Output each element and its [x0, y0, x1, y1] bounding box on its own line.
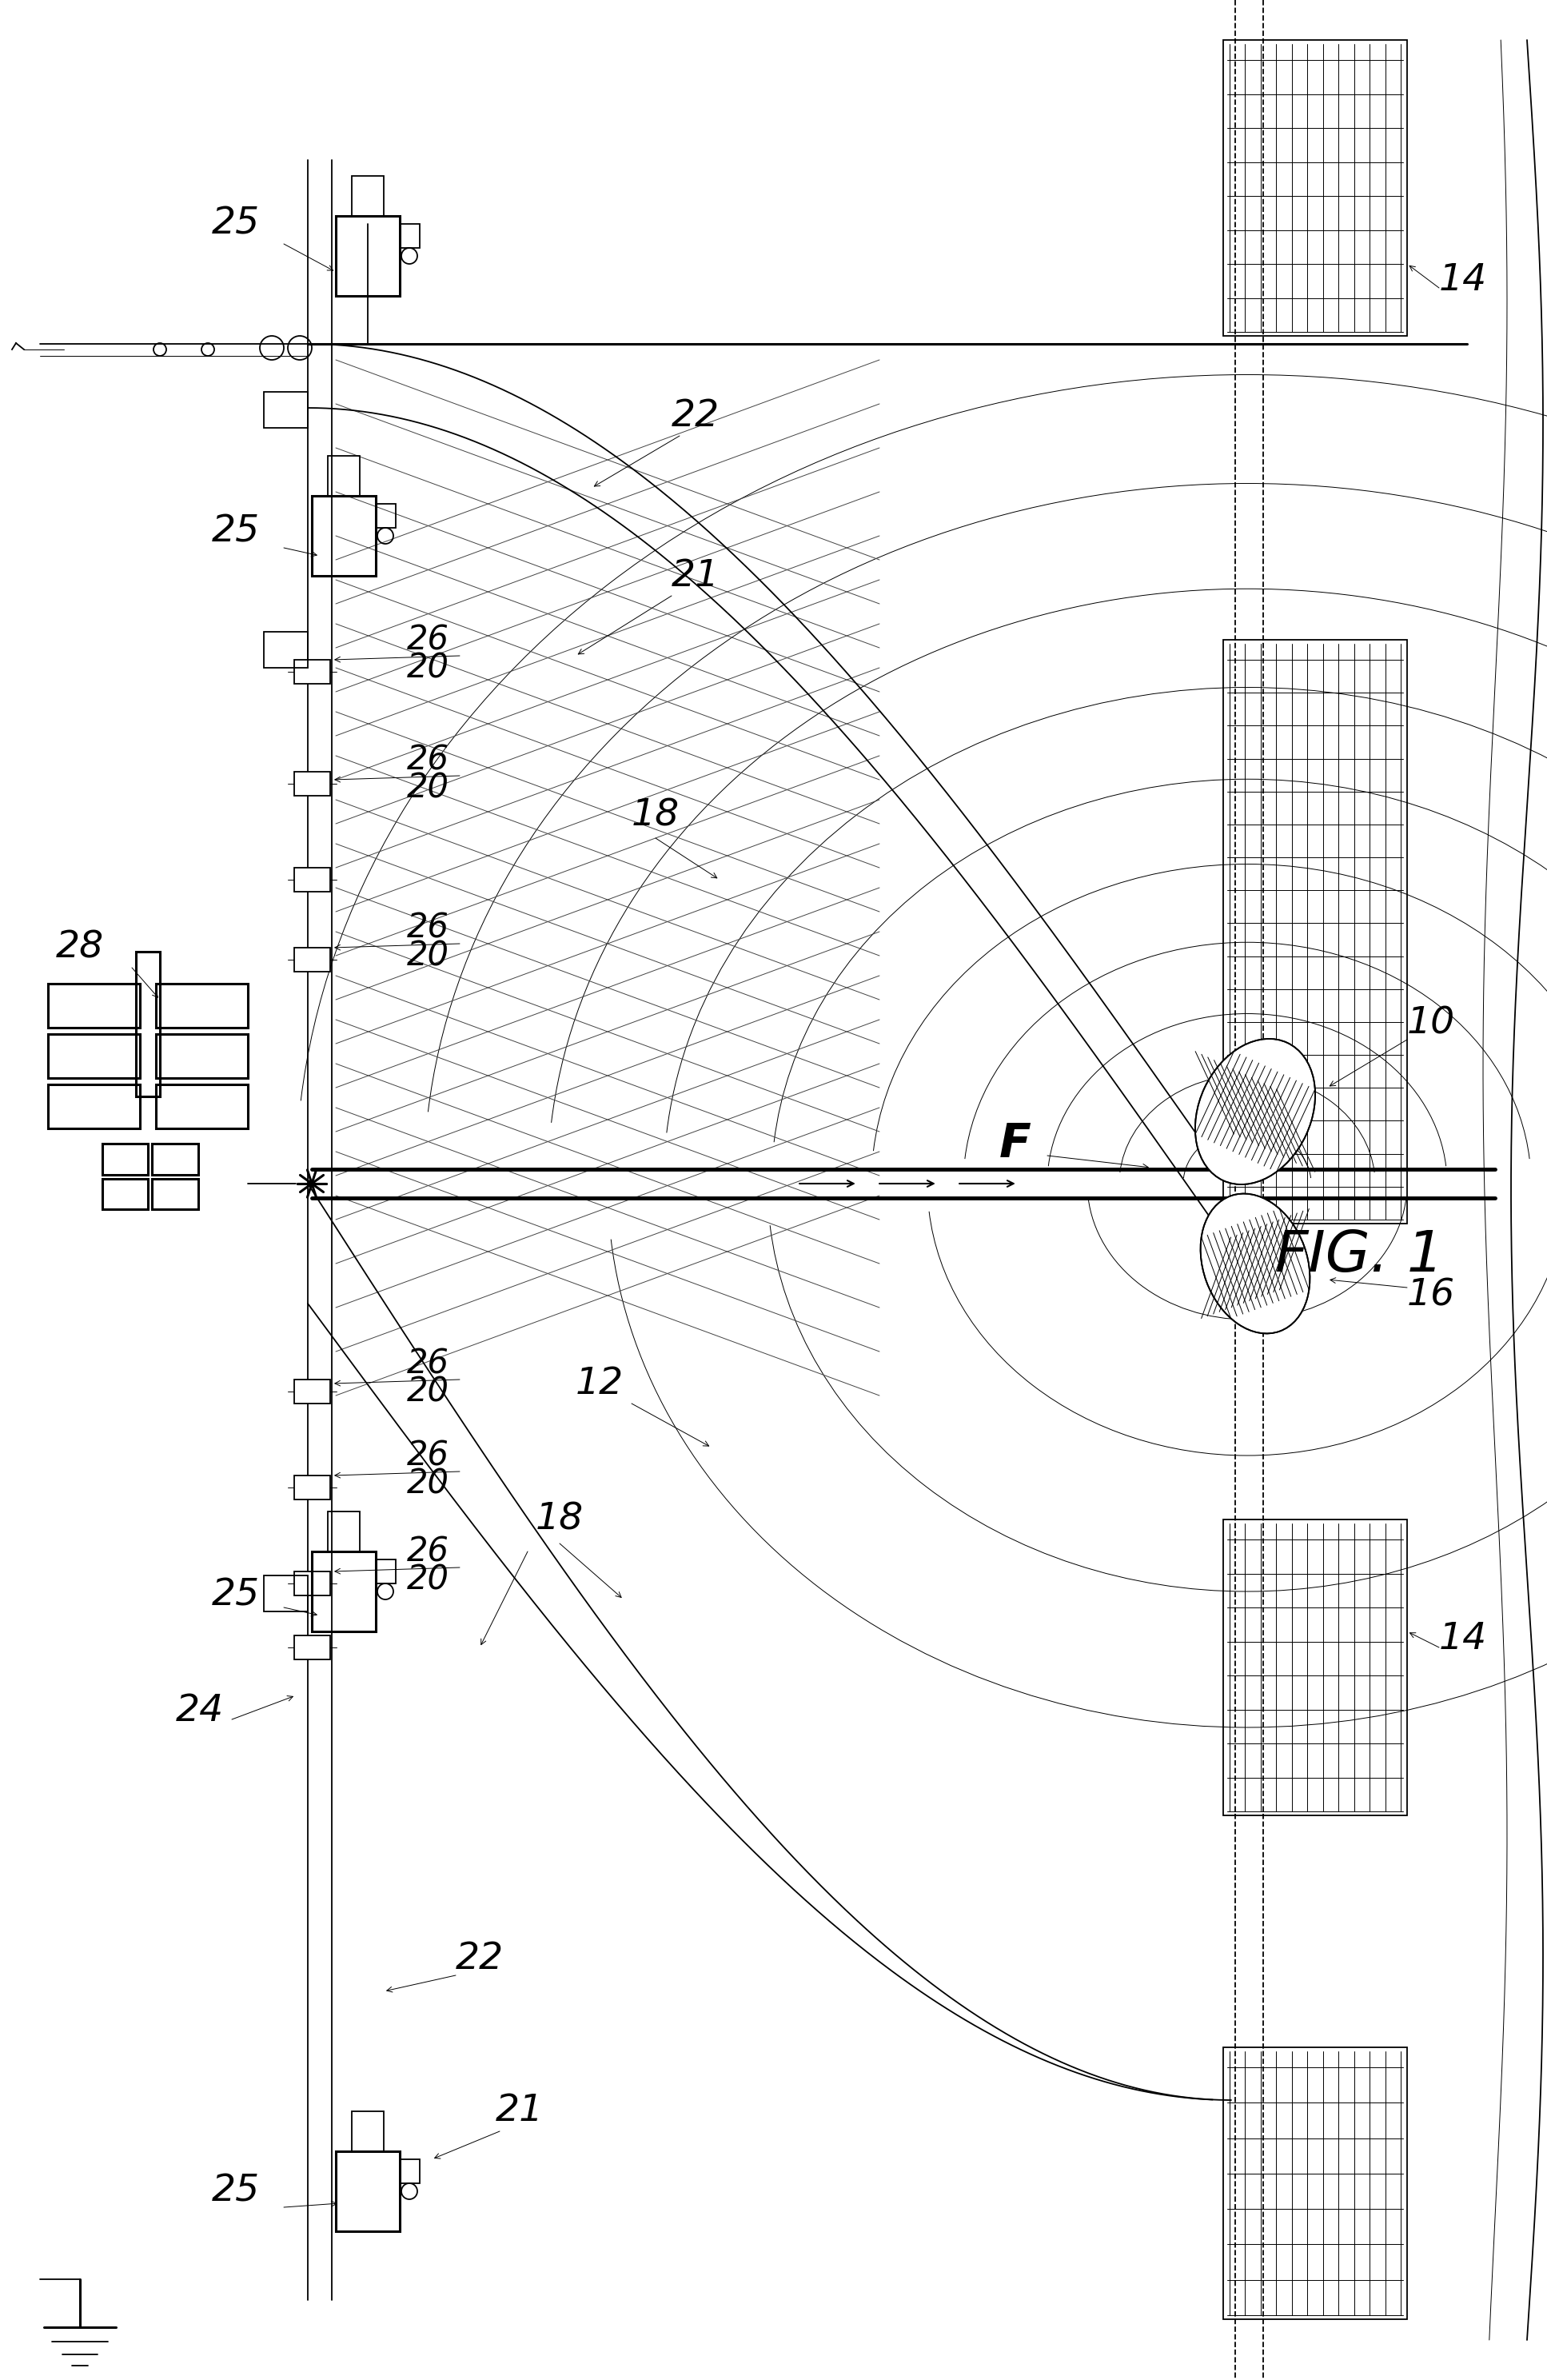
Bar — [156, 1085, 248, 1128]
Text: 26: 26 — [407, 1440, 449, 1473]
Bar — [294, 771, 330, 795]
Bar — [336, 2152, 399, 2232]
Bar — [294, 1571, 330, 1595]
Text: 26: 26 — [407, 1535, 449, 1568]
Text: 12: 12 — [575, 1366, 623, 1402]
Bar — [48, 1085, 139, 1128]
Ellipse shape — [1200, 1195, 1310, 1333]
Bar — [48, 1033, 139, 1078]
Text: 22: 22 — [456, 1942, 504, 1978]
Text: 25: 25 — [212, 207, 260, 243]
Bar — [152, 1178, 198, 1209]
Bar — [265, 1576, 308, 1611]
Bar — [102, 1178, 149, 1209]
Bar — [351, 2111, 384, 2152]
Bar — [294, 1476, 330, 1499]
Bar — [312, 1552, 376, 1630]
Bar — [376, 1559, 396, 1583]
Text: 16: 16 — [1406, 1278, 1456, 1314]
Text: 20: 20 — [407, 1564, 449, 1597]
Text: 20: 20 — [407, 1376, 449, 1409]
Bar — [294, 947, 330, 971]
Bar — [294, 1380, 330, 1404]
Text: 26: 26 — [407, 743, 449, 776]
Bar — [1224, 640, 1408, 1223]
Text: 20: 20 — [407, 771, 449, 804]
Text: 26: 26 — [407, 912, 449, 945]
Bar — [312, 495, 376, 576]
Bar — [351, 176, 384, 217]
Bar — [328, 1511, 360, 1552]
Text: 26: 26 — [407, 1347, 449, 1380]
Text: 24: 24 — [176, 1695, 224, 1730]
Text: 25: 25 — [212, 514, 260, 550]
Text: 25: 25 — [212, 2173, 260, 2209]
Bar — [294, 869, 330, 892]
Bar — [294, 659, 330, 683]
Bar — [294, 1635, 330, 1659]
Bar — [1224, 2047, 1408, 2318]
Bar — [399, 2159, 419, 2182]
Bar — [48, 983, 139, 1028]
Text: FIG. 1: FIG. 1 — [1275, 1228, 1443, 1283]
Text: F: F — [999, 1121, 1032, 1166]
Bar — [156, 1033, 248, 1078]
Bar — [399, 224, 419, 248]
Text: 26: 26 — [407, 624, 449, 657]
Text: 21: 21 — [495, 2094, 543, 2130]
Text: 21: 21 — [671, 557, 719, 593]
Text: 10: 10 — [1406, 1007, 1456, 1042]
Bar — [102, 1145, 149, 1173]
Bar — [1224, 1518, 1408, 1816]
Text: 18: 18 — [631, 797, 679, 833]
Text: 22: 22 — [671, 397, 719, 433]
Text: 14: 14 — [1439, 262, 1487, 298]
Bar — [376, 505, 396, 528]
Text: 25: 25 — [212, 1578, 260, 1614]
Bar — [336, 217, 399, 295]
Bar — [136, 952, 159, 1097]
Bar — [152, 1145, 198, 1173]
Text: 28: 28 — [56, 931, 104, 966]
Bar — [156, 983, 248, 1028]
Bar — [265, 393, 308, 428]
Bar — [1224, 40, 1408, 336]
Text: 18: 18 — [535, 1502, 583, 1537]
Text: 20: 20 — [407, 652, 449, 685]
Text: 14: 14 — [1439, 1621, 1487, 1656]
Text: 20: 20 — [407, 938, 449, 973]
Text: 20: 20 — [407, 1466, 449, 1499]
Bar — [265, 631, 308, 669]
Ellipse shape — [1196, 1038, 1315, 1185]
Bar — [328, 457, 360, 495]
